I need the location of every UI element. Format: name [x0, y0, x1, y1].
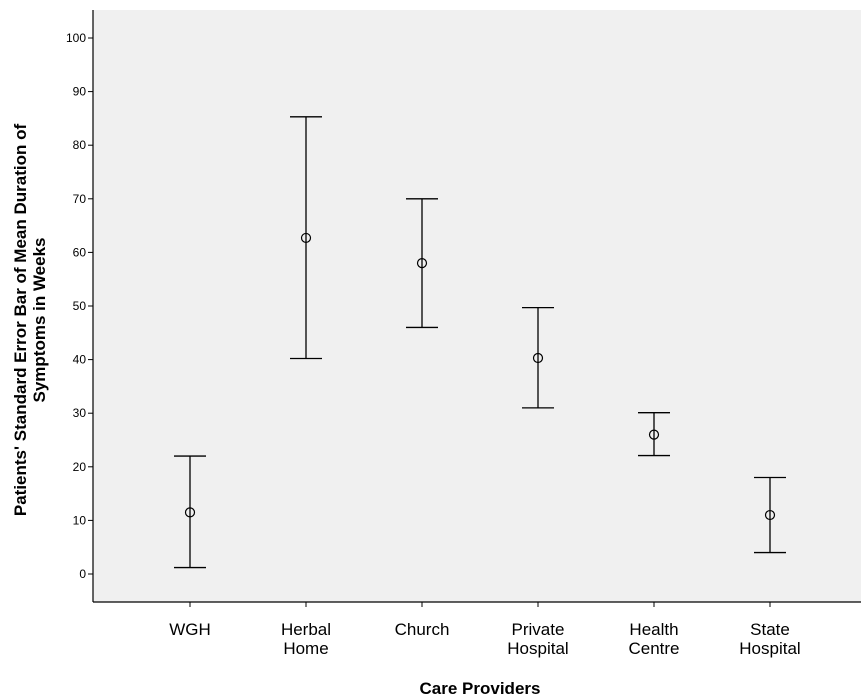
error-bar: [638, 412, 670, 457]
y-tick-label: 70: [73, 192, 87, 206]
y-ticks: 0 10 20 30 40 50 60 70 80 90 100: [66, 31, 93, 581]
x-tick-label: Church: [395, 620, 450, 639]
x-tick-label: Herbal Home: [281, 620, 331, 658]
mean-point: [416, 258, 428, 269]
mean-point: [764, 509, 776, 521]
y-tick-label: 20: [73, 460, 87, 474]
y-axis-title: Patients' Standard Error Bar of Mean Dur…: [11, 124, 49, 517]
x-tick-label: Private Hospital: [507, 620, 568, 658]
error-bar: [754, 476, 786, 554]
error-bar: [522, 306, 554, 409]
x-tick-label: WGH: [169, 620, 211, 639]
mean-point: [648, 429, 660, 440]
error-bar: [406, 198, 438, 329]
y-tick-label: 10: [73, 513, 87, 527]
mean-point: [300, 232, 312, 244]
error-bars: [174, 116, 786, 569]
plot-area: [93, 10, 861, 602]
y-tick-label: 90: [73, 85, 87, 99]
y-tick-label: 50: [73, 299, 87, 313]
y-tick-label: 40: [73, 353, 87, 367]
error-bar: [174, 455, 206, 569]
x-axis-title: Care Providers: [420, 679, 541, 698]
x-category-labels: WGH Herbal Home Church Private Hospital Health…: [169, 602, 801, 658]
mean-point: [184, 507, 196, 518]
x-tick-label: State Hospital: [739, 620, 800, 658]
error-bar: [290, 116, 322, 360]
y-tick-label: 80: [73, 138, 87, 152]
mean-point: [532, 352, 544, 364]
x-tick-label: Health Centre: [628, 620, 679, 658]
y-tick-label: 30: [73, 406, 87, 420]
y-tick-label: 0: [79, 567, 86, 581]
y-tick-label: 60: [73, 245, 87, 259]
y-tick-label: 100: [66, 31, 86, 45]
